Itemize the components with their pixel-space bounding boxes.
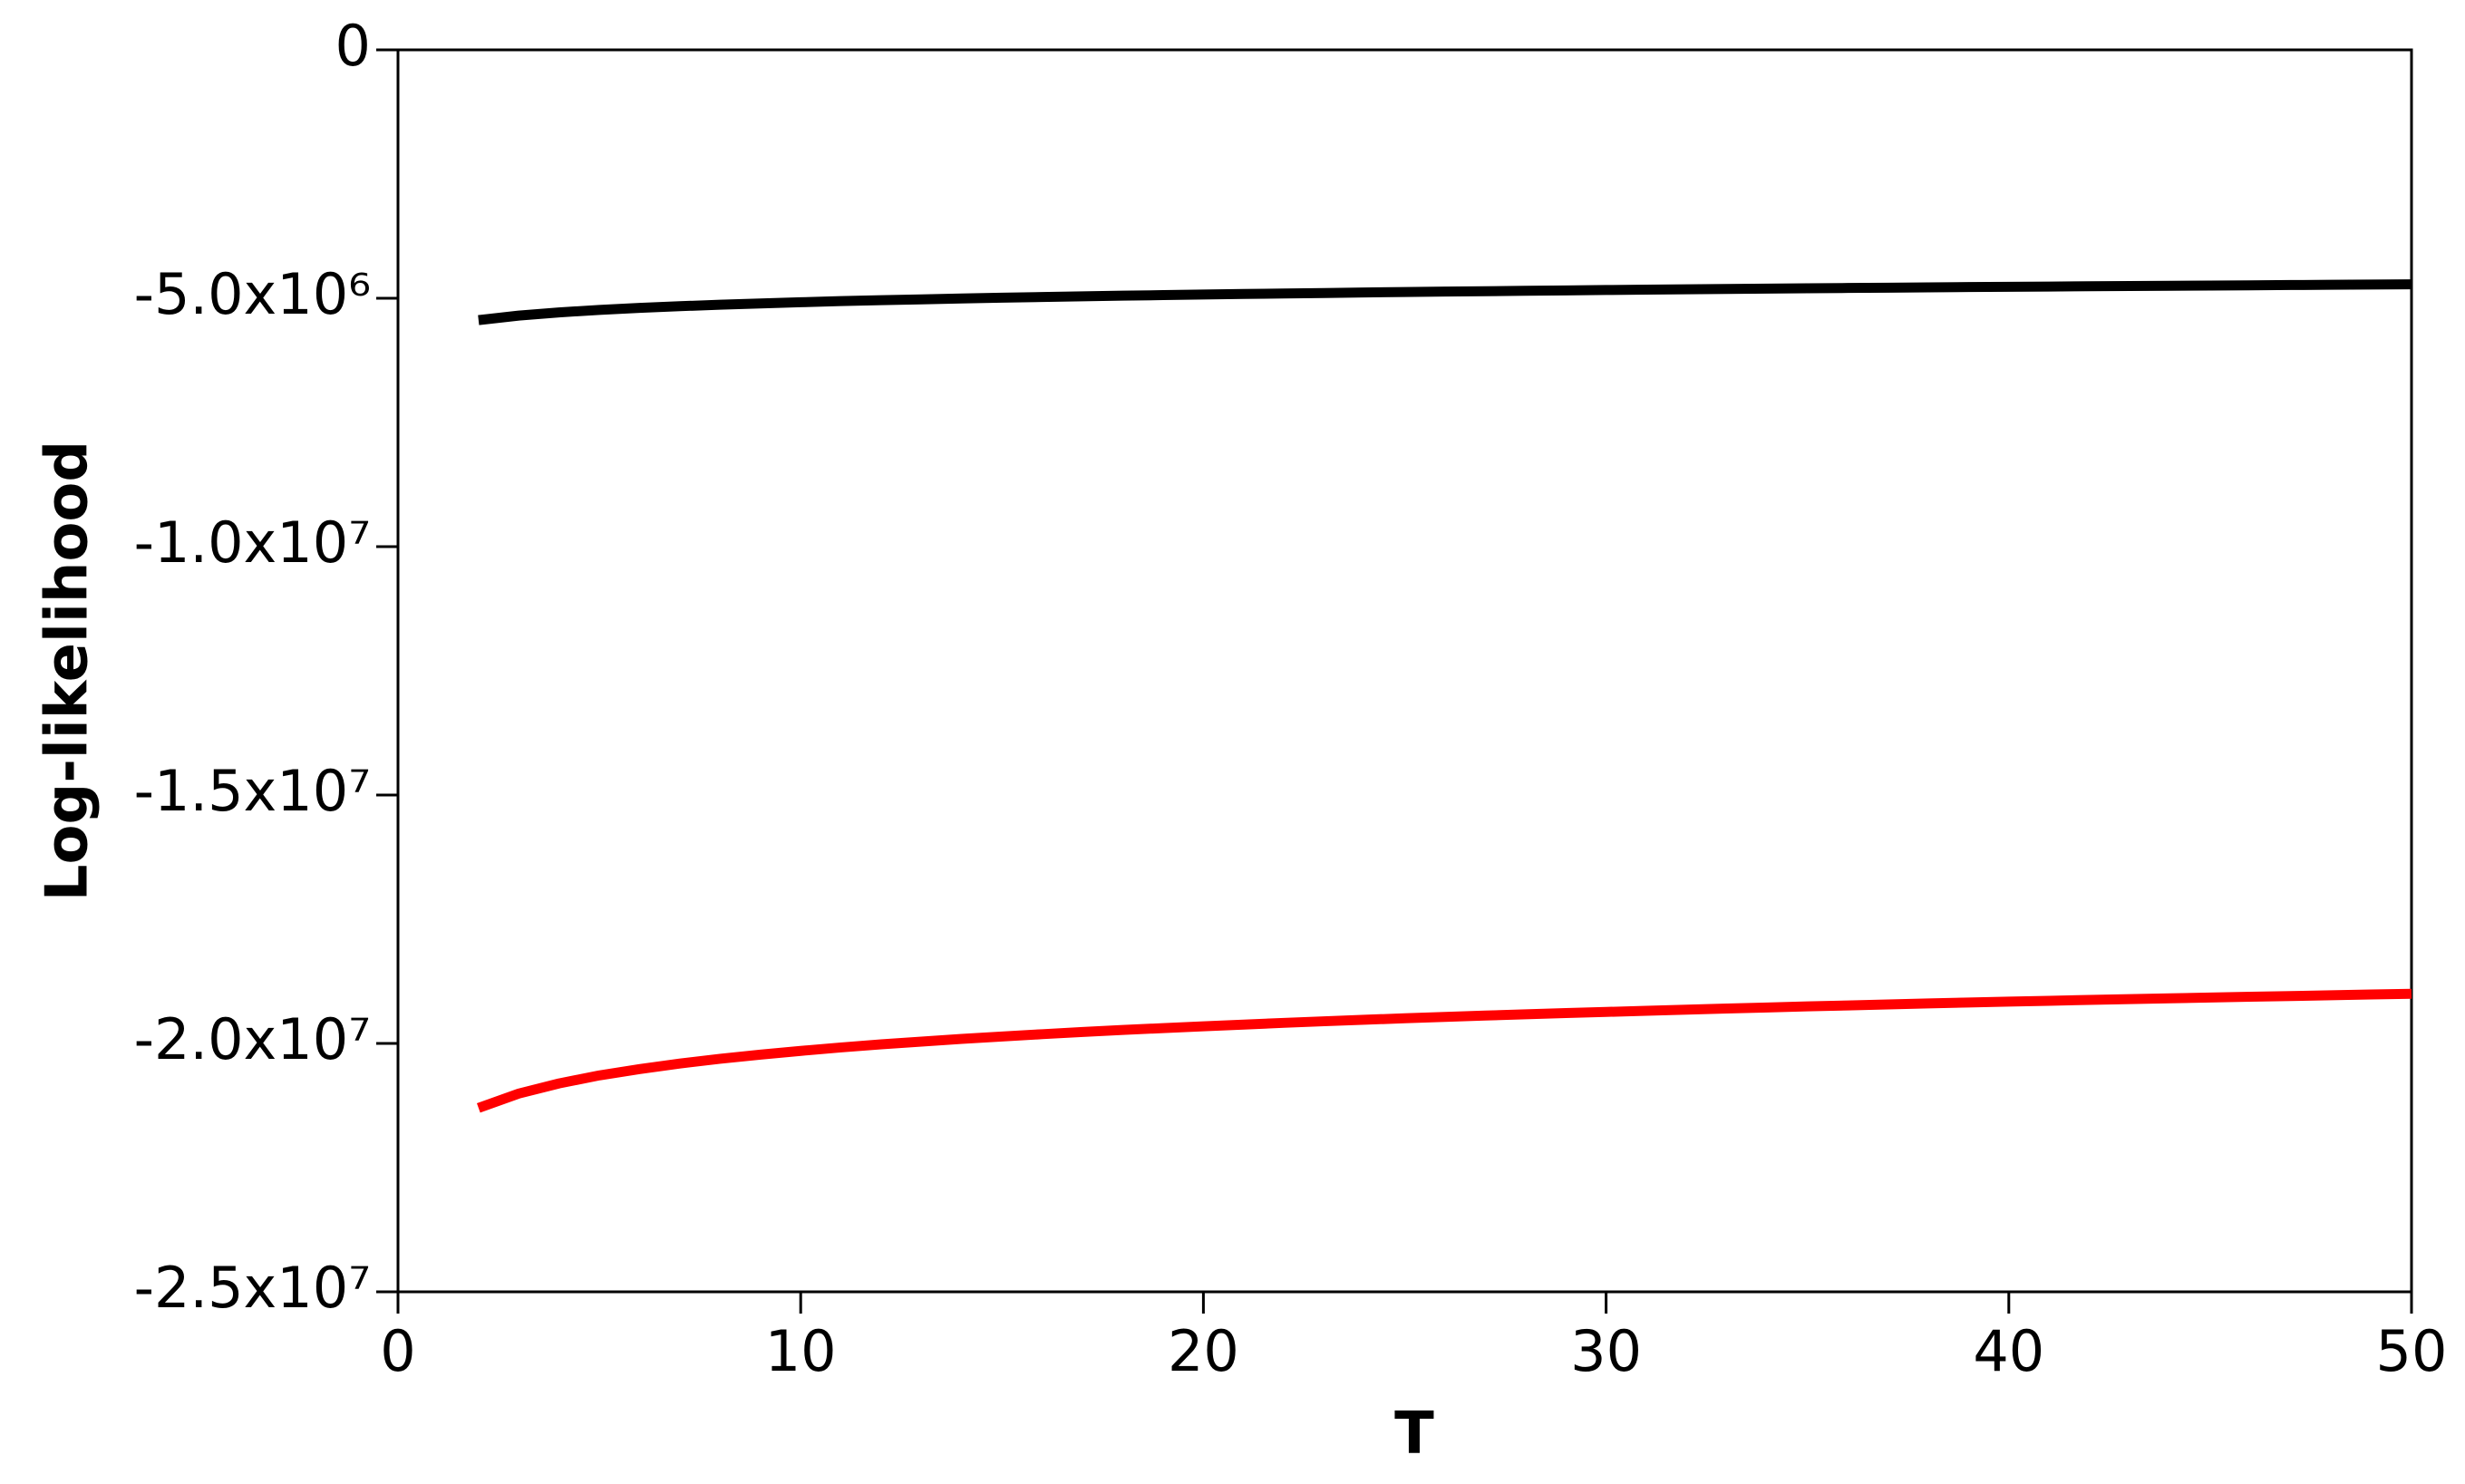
x-tick-label: 0 xyxy=(380,1318,415,1384)
y-tick-label: -1.0x10⁷ xyxy=(134,509,371,576)
y-tick-label: 0 xyxy=(335,13,371,79)
y-tick-label: -1.5x10⁷ xyxy=(134,758,371,824)
x-tick-label: 50 xyxy=(2376,1318,2448,1384)
y-axis-title: Log-likelihood xyxy=(34,441,102,901)
x-tick-label: 40 xyxy=(1973,1318,2044,1384)
plot-frame xyxy=(396,48,2413,1294)
x-tick-label: 10 xyxy=(765,1318,837,1384)
y-tick-label: -2.0x10⁷ xyxy=(134,1006,371,1072)
data-line xyxy=(478,279,2412,325)
x-tick-label: 20 xyxy=(1168,1318,1239,1384)
x-tick-label: 30 xyxy=(1570,1318,1642,1384)
y-tick-label: -2.5x10⁷ xyxy=(134,1255,371,1321)
x-axis-title: T xyxy=(1394,1401,1434,1468)
y-tick-label: -5.0x10⁶ xyxy=(134,261,371,327)
data-line xyxy=(476,988,2412,1113)
